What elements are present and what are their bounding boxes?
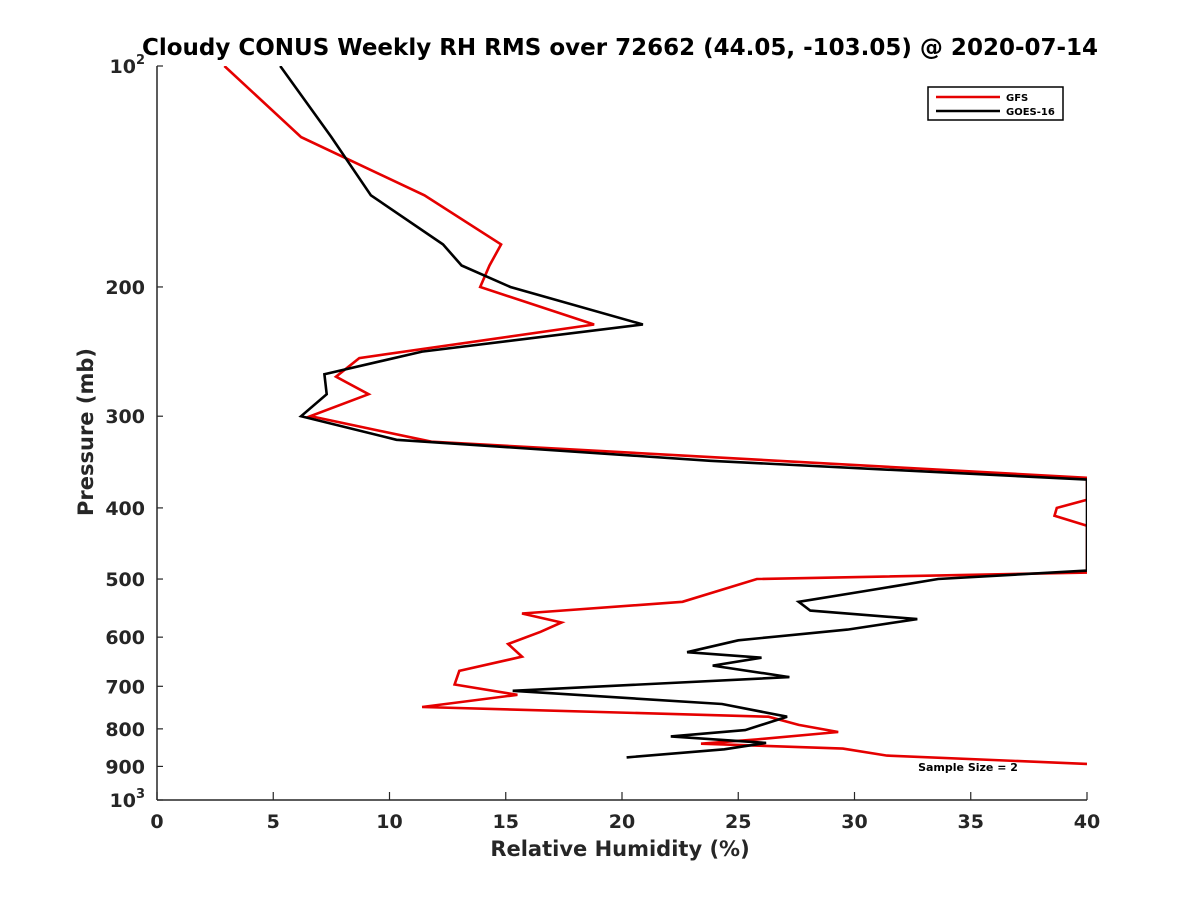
y-tick-label: 102 [110, 53, 146, 78]
y-tick-label: 700 [105, 676, 145, 698]
x-tick-label: 5 [267, 811, 280, 833]
x-tick-label: 10 [376, 811, 402, 833]
x-tick-label: 0 [150, 811, 163, 833]
series-line-gfs [223, 66, 1087, 766]
x-axis-label: Relative Humidity (%) [490, 837, 749, 861]
series-line-goes-16 [279, 66, 1087, 759]
legend-label: GFS [1006, 93, 1028, 104]
y-tick-label: 300 [105, 406, 145, 428]
x-tick-label: 30 [841, 811, 867, 833]
y-tick-label: 600 [105, 627, 145, 649]
legend-label: GOES-16 [1006, 107, 1055, 118]
x-tick-label: 20 [609, 811, 635, 833]
y-tick-label: 200 [105, 277, 145, 299]
x-tick-label: 25 [725, 811, 751, 833]
sample-size-annotation: Sample Size = 2 [918, 761, 1018, 774]
tick-labels: 0 5 10 15 20 25 30 35 40 102 200 300 400 500 600 700 800… [105, 53, 1100, 833]
chart-title: Cloudy CONUS Weekly RH RMS over 72662 (4… [142, 35, 1098, 61]
x-tick-label: 15 [493, 811, 519, 833]
axes [156, 65, 1088, 801]
y-tick-label: 400 [105, 498, 145, 520]
legend: GFS GOES-16 [927, 86, 1064, 121]
x-tick-label: 40 [1074, 811, 1100, 833]
y-tick-label: 103 [110, 787, 146, 812]
legend-box [927, 86, 1064, 121]
y-tick-label: 900 [105, 756, 145, 778]
series-lines [223, 66, 1087, 766]
y-tick-label: 500 [105, 569, 145, 591]
y-axis-label: Pressure (mb) [74, 348, 98, 516]
y-tick-label: 800 [105, 719, 145, 741]
x-tick-label: 35 [958, 811, 984, 833]
